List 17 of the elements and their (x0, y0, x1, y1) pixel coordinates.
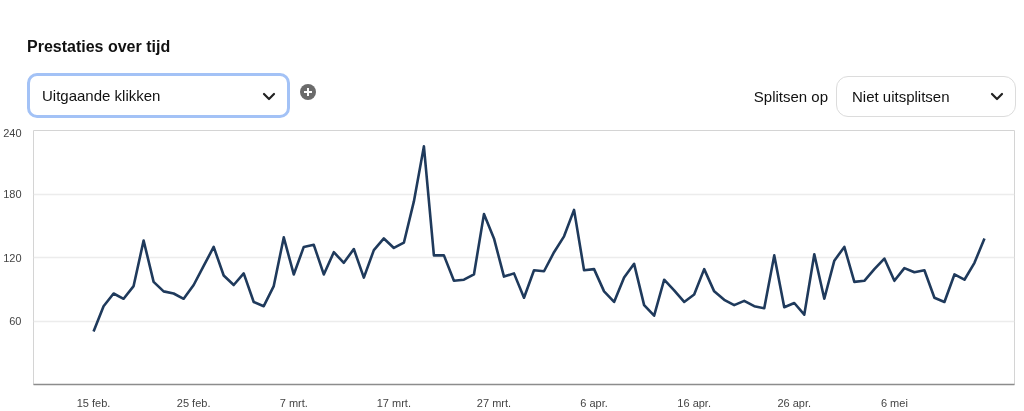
x-tick-label: 16 apr. (677, 396, 711, 409)
text: Niet uitsplitsen (852, 87, 950, 107)
x-tick-label: 26 apr. (777, 396, 812, 409)
y-tick-label: 240 (3, 126, 22, 139)
x-tick-label: 7 mrt. (279, 396, 308, 409)
text: Splitsen op (753, 87, 828, 107)
x-tick-label: 27 mrt. (476, 396, 512, 409)
x-tick-label: 6 apr. (580, 396, 608, 409)
chart-title: Prestaties over tijd (27, 37, 171, 57)
x-tick-label: 15 feb. (76, 396, 111, 409)
y-tick-label: 60 (9, 315, 22, 327)
x-tick-label: 6 mei (880, 396, 908, 409)
y-tick-label: 180 (3, 188, 22, 200)
y-axis-title: Uitgaande klikken (42, 86, 161, 106)
x-tick-label: 25 feb. (176, 396, 211, 409)
x-tick-label: 17 mrt. (376, 396, 411, 409)
y-tick-label: 120 (3, 251, 22, 264)
